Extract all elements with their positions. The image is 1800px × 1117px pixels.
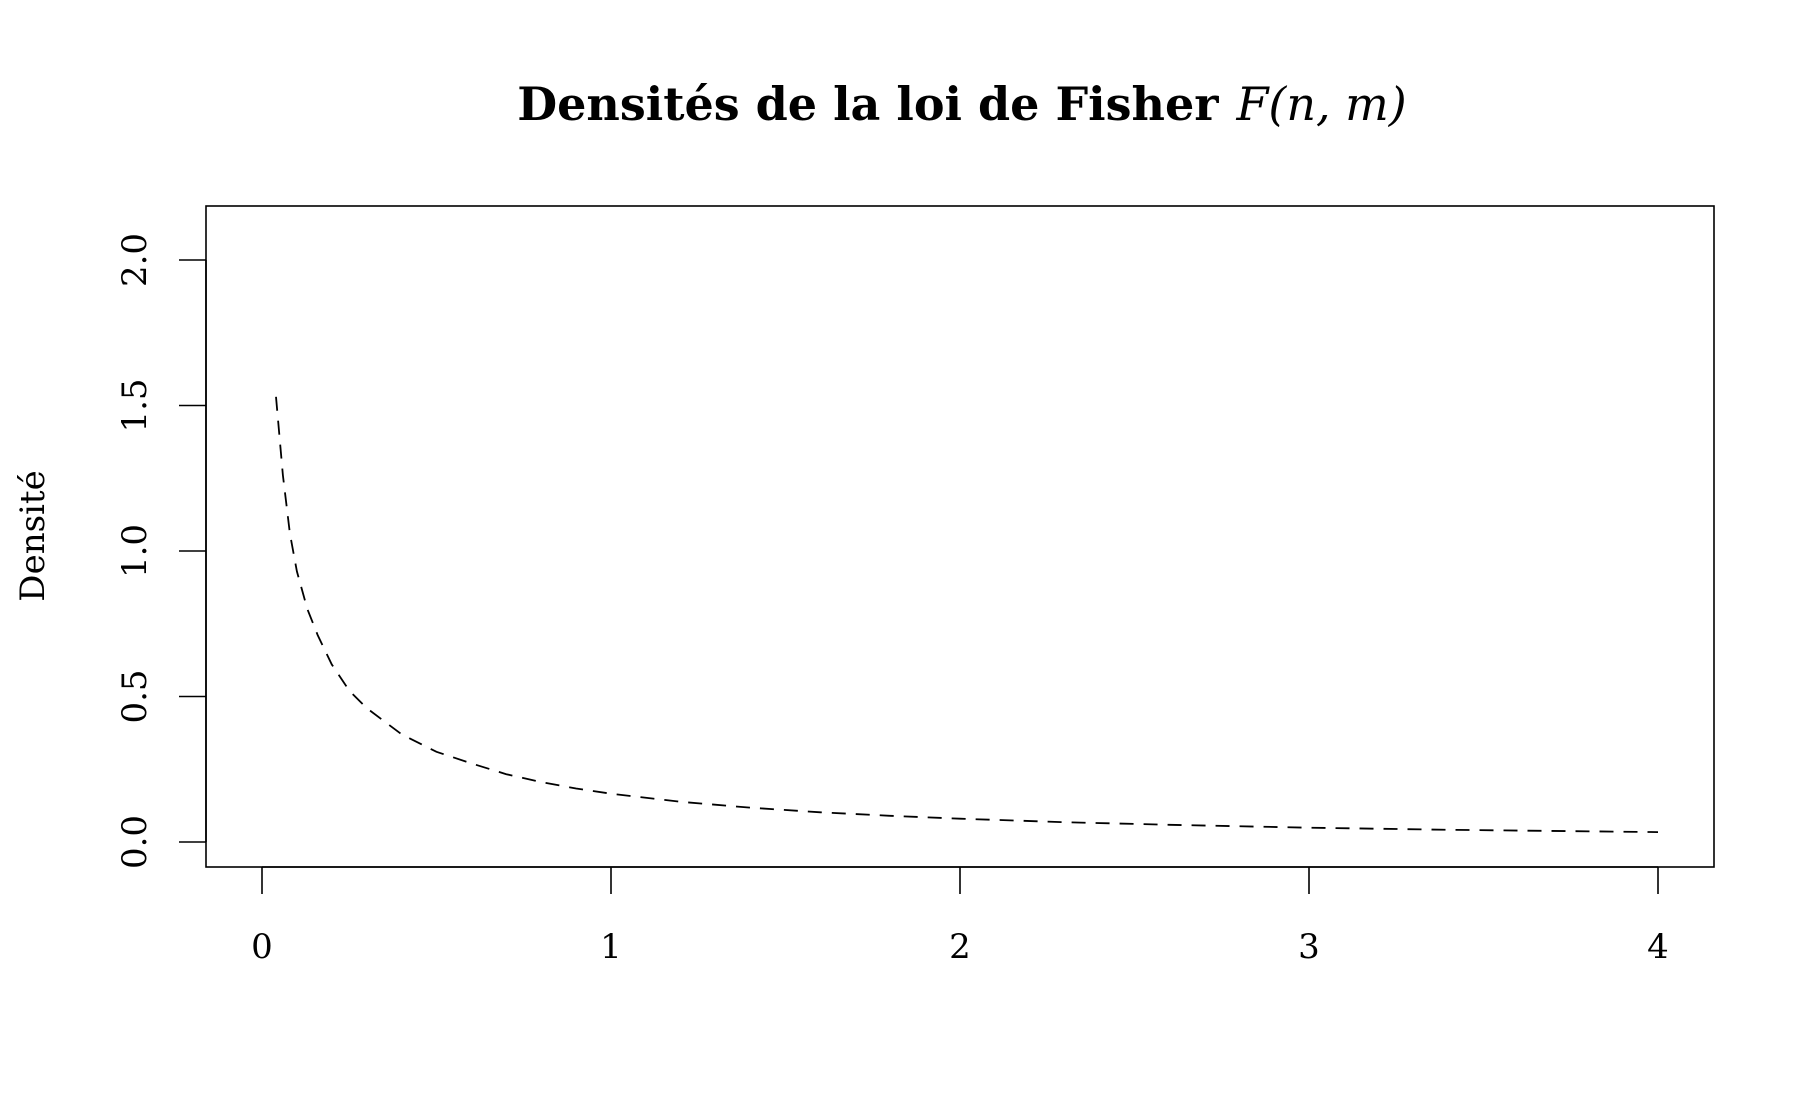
- x-tick-label: 0: [251, 927, 273, 967]
- x-tick-label: 3: [1298, 927, 1320, 967]
- density-curve: [275, 396, 1659, 833]
- chart-title: Densités de la loi de Fisher F(n, m): [517, 77, 1407, 131]
- chart-title-math: F(n, m): [1235, 77, 1406, 131]
- y-tick-label: 1.5: [115, 378, 155, 432]
- y-axis-label: Densité: [13, 470, 53, 601]
- y-axis: 0.0 0.5 1.0 1.5 2.0: [115, 233, 207, 869]
- chart-title-text: Densités de la loi de Fisher: [517, 77, 1219, 131]
- y-tick-label: 0.0: [115, 815, 155, 869]
- plot-frame: [205, 205, 1715, 868]
- x-tick-label: 1: [600, 927, 622, 967]
- x-tick-label: 2: [949, 927, 971, 967]
- y-tick-label: 0.5: [115, 669, 155, 723]
- x-tick-label: 4: [1647, 927, 1669, 967]
- x-axis: 0 1 2 3 4: [251, 866, 1669, 967]
- y-tick-label: 1.0: [115, 524, 155, 578]
- y-tick-label: 2.0: [115, 233, 155, 287]
